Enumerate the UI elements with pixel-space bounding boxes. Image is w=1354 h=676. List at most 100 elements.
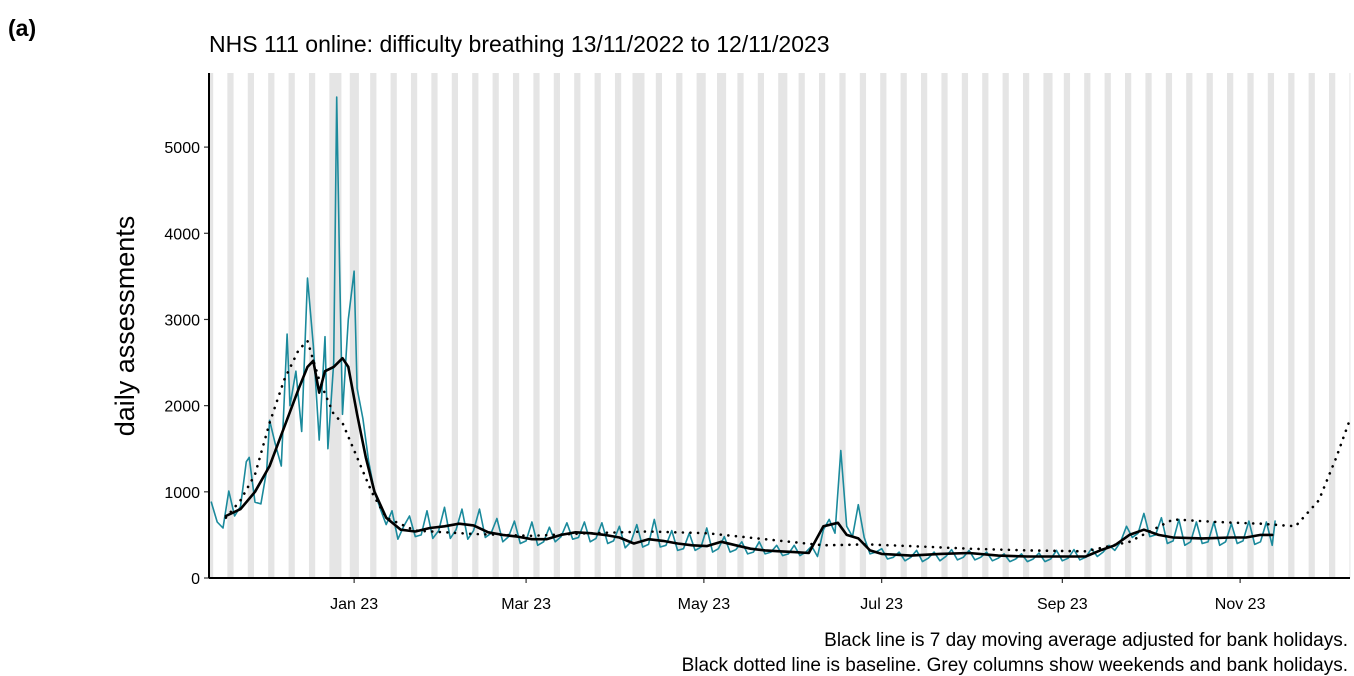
shaded-day — [801, 73, 805, 578]
shaded-day — [839, 73, 843, 578]
shaded-day — [1125, 73, 1129, 578]
shaded-day — [227, 73, 231, 578]
shaded-day — [1288, 73, 1292, 578]
y-tick-label: 2000 — [164, 399, 200, 416]
shaded-day — [209, 73, 214, 578]
shaded-day — [355, 73, 359, 578]
shaded-day — [410, 73, 415, 578]
shaded-day — [1331, 73, 1336, 578]
shaded-day — [413, 73, 418, 578]
shaded-day — [842, 73, 846, 578]
shaded-day — [781, 73, 785, 578]
shaded-day — [553, 73, 558, 578]
shaded-day — [985, 73, 989, 578]
shaded-day — [1049, 73, 1053, 578]
shaded-day — [757, 73, 762, 578]
shaded-day — [370, 73, 374, 578]
shaded-day — [1107, 73, 1111, 578]
shaded-day — [1087, 73, 1091, 578]
shaded-day — [880, 73, 884, 578]
shaded-day — [821, 73, 826, 578]
shaded-day — [431, 73, 435, 578]
y-tick-label: 1000 — [164, 485, 200, 502]
shaded-day — [247, 73, 252, 578]
chart-title: NHS 111 online: difficulty breathing 13/… — [209, 31, 830, 57]
shaded-day — [1308, 73, 1312, 578]
shaded-day — [533, 73, 537, 578]
shaded-day — [329, 73, 333, 578]
shaded-day — [638, 73, 642, 578]
shaded-day — [818, 73, 823, 578]
shaded-day — [679, 73, 683, 578]
shaded-day — [434, 73, 438, 578]
shaded-day — [699, 73, 703, 578]
shaded-day — [784, 73, 788, 578]
shaded-day — [451, 73, 456, 578]
shaded-day — [903, 73, 907, 578]
shaded-day — [1227, 73, 1231, 578]
shaded-day — [944, 73, 948, 578]
x-tick-label: Nov 23 — [1215, 596, 1266, 613]
x-tick-label: Mar 23 — [501, 596, 551, 613]
annotation: Black dotted line is baseline. Grey colu… — [682, 655, 1348, 676]
shaded-day — [1291, 73, 1295, 578]
shaded-day — [373, 73, 377, 578]
shaded-day — [1066, 73, 1071, 578]
shaded-day — [883, 73, 887, 578]
shaded-day — [716, 73, 721, 578]
x-tick-label: May 23 — [678, 596, 731, 613]
shaded-day — [390, 73, 394, 578]
shaded-day — [702, 73, 706, 578]
shaded-day — [798, 73, 802, 578]
y-tick-label: 4000 — [164, 226, 200, 243]
shaded-day — [349, 73, 354, 578]
shaded-day — [1025, 73, 1030, 578]
shaded-day — [512, 73, 517, 578]
shaded-day — [1206, 73, 1210, 578]
shaded-day — [635, 73, 639, 578]
shaded-day — [393, 73, 397, 578]
shaded-day — [778, 73, 782, 578]
shaded-day — [982, 73, 986, 578]
annotation: Black line is 7 day moving average adjus… — [824, 630, 1348, 651]
shaded-day — [288, 73, 292, 578]
shaded-day — [1247, 73, 1251, 578]
shaded-day — [696, 73, 700, 578]
shaded-day — [1311, 73, 1315, 578]
shaded-day — [900, 73, 904, 578]
shaded-day — [1165, 73, 1170, 578]
shaded-day — [1329, 73, 1333, 578]
shaded-day — [556, 73, 561, 578]
shaded-day — [230, 73, 234, 578]
panel-label: (a) — [8, 15, 36, 41]
shaded-day — [1270, 73, 1275, 578]
shaded-day — [676, 73, 680, 578]
shaded-day — [641, 73, 645, 578]
shaded-day — [250, 73, 254, 578]
shaded-day — [923, 73, 928, 578]
shaded-day — [475, 73, 479, 578]
shaded-day — [614, 73, 619, 578]
shaded-day — [1043, 73, 1047, 578]
shaded-day — [1186, 73, 1190, 578]
shaded-day — [859, 73, 864, 578]
shaded-day — [1002, 73, 1006, 578]
x-tick-label: Jan 23 — [330, 596, 378, 613]
shaded-day — [1145, 73, 1149, 578]
shaded-day — [1104, 73, 1108, 578]
shaded-day — [1349, 73, 1351, 578]
shaded-day — [1023, 73, 1027, 578]
shaded-day — [1005, 73, 1009, 578]
shaded-day — [737, 73, 741, 578]
shaded-day — [472, 73, 476, 578]
shaded-day — [536, 73, 540, 578]
shaded-day — [722, 73, 727, 578]
shaded-day — [1084, 73, 1088, 578]
shaded-day — [961, 73, 966, 578]
shaded-day — [862, 73, 867, 578]
shaded-day — [492, 73, 496, 578]
shaded-day — [1127, 73, 1132, 578]
x-tick-label: Jul 23 — [860, 596, 903, 613]
shaded-day — [1267, 73, 1272, 578]
shaded-day — [1063, 73, 1068, 578]
